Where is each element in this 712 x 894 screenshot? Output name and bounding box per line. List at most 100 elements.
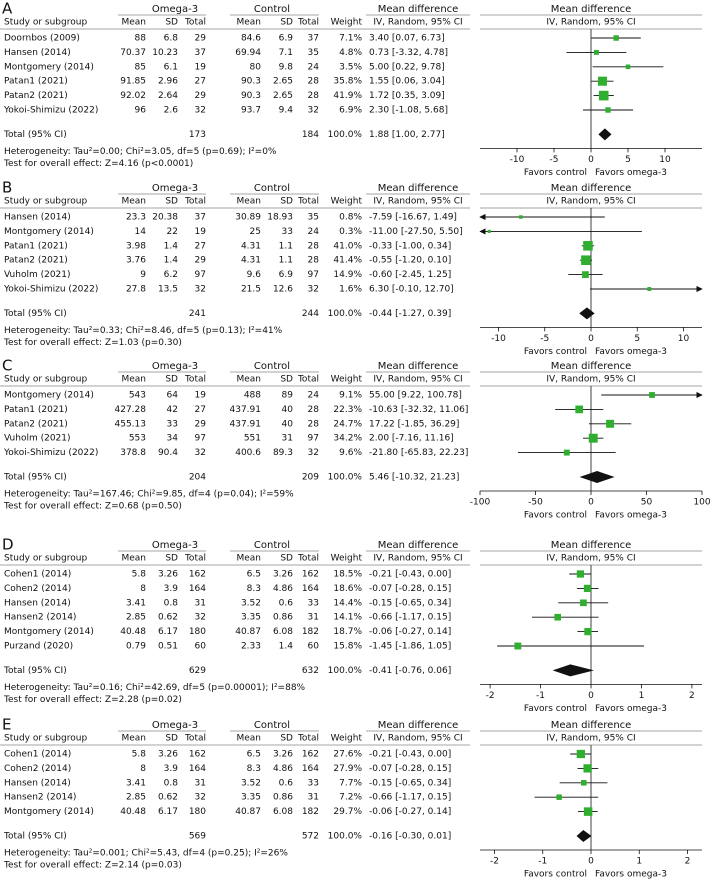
control-cell: 31 bbox=[308, 793, 319, 803]
control-cell: 35 bbox=[308, 48, 319, 58]
column-header: Total bbox=[297, 375, 319, 385]
effect-square bbox=[598, 90, 609, 101]
weight-cell: 7.1% bbox=[339, 34, 362, 44]
md-cell: 2.30 [-1.08, 5.68] bbox=[369, 106, 448, 116]
control-cell: 162 bbox=[302, 570, 319, 580]
omega3-cell: 2.85 bbox=[126, 613, 146, 623]
omega3-cell: 29 bbox=[195, 256, 207, 266]
column-header: SD bbox=[280, 554, 293, 564]
md-cell: -0.06 [-0.27, 0.14] bbox=[369, 627, 451, 637]
column-header: Mean bbox=[121, 734, 146, 744]
omega3-cell: 33 bbox=[167, 419, 178, 429]
md-cell: -0.33 [-1.00, 0.34] bbox=[369, 241, 451, 251]
control-cell: 437.91 bbox=[230, 419, 262, 429]
md-cell: -0.66 [-1.17, 0.15] bbox=[369, 793, 451, 803]
md-cell: 5.00 [0.22, 9.78] bbox=[369, 62, 445, 72]
x-tick-label: 5 bbox=[634, 334, 640, 344]
control-cell: 35 bbox=[308, 213, 319, 223]
study-name: Vuholm (2021) bbox=[4, 434, 71, 444]
control-cell: 6.9 bbox=[279, 34, 294, 44]
column-header: IV, Random, 95% CI bbox=[546, 18, 635, 28]
group-header: Control bbox=[254, 361, 290, 372]
md-cell: -0.55 [-1.20, 0.10] bbox=[369, 256, 451, 266]
control-cell: 6.9 bbox=[279, 270, 294, 280]
weight-cell: 14.9% bbox=[333, 270, 362, 280]
group-header: Omega-3 bbox=[152, 4, 198, 15]
total-cell: 209 bbox=[302, 473, 319, 483]
effect-square bbox=[580, 599, 587, 607]
control-cell: 8.3 bbox=[247, 764, 261, 774]
column-header: IV, Random, 95% CI bbox=[373, 197, 462, 207]
group-header: Mean difference bbox=[551, 540, 632, 551]
effect-square bbox=[593, 49, 599, 55]
control-cell: 25 bbox=[250, 227, 261, 237]
x-tick-label: -5 bbox=[550, 155, 559, 165]
control-cell: 24 bbox=[308, 62, 320, 72]
pooled-diamond bbox=[598, 128, 612, 141]
control-cell: 3.35 bbox=[241, 613, 261, 623]
control-cell: 40.87 bbox=[235, 807, 261, 817]
group-header: Control bbox=[254, 720, 290, 731]
weight-cell: 41.9% bbox=[333, 91, 362, 101]
weight-cell: 27.9% bbox=[333, 764, 362, 774]
x-tick-label: 0 bbox=[588, 691, 594, 701]
column-header: Total bbox=[297, 18, 319, 28]
favors-right: Favors omega-3 bbox=[595, 870, 667, 880]
panel-letter: C bbox=[2, 357, 12, 375]
study-name: Hansen (2014) bbox=[4, 48, 71, 58]
weight-cell: 27.6% bbox=[333, 750, 362, 760]
x-tick-label: 1 bbox=[636, 857, 642, 867]
column-header: Mean bbox=[121, 375, 146, 385]
group-header: Mean difference bbox=[551, 720, 632, 731]
control-cell: 1.1 bbox=[279, 241, 293, 251]
effect-square bbox=[583, 241, 593, 251]
total-cell: 100.0% bbox=[328, 130, 363, 140]
column-header: IV, Random, 95% CI bbox=[546, 375, 635, 385]
control-cell: 28 bbox=[308, 419, 320, 429]
total-cell: -0.16 [-0.30, 0.01] bbox=[369, 832, 451, 842]
x-tick-label: -100 bbox=[470, 498, 491, 508]
control-cell: 488 bbox=[244, 391, 261, 401]
column-header: Total bbox=[184, 375, 206, 385]
omega3-cell: 6.17 bbox=[158, 807, 178, 817]
total-cell: 204 bbox=[189, 473, 206, 483]
control-cell: 28 bbox=[308, 256, 320, 266]
effect-square bbox=[584, 627, 592, 636]
weight-cell: 14.1% bbox=[333, 613, 362, 623]
group-header: Mean difference bbox=[551, 361, 632, 372]
favors-left: Favors control bbox=[524, 704, 587, 714]
favors-left: Favors control bbox=[524, 870, 587, 880]
effect-square bbox=[575, 405, 584, 414]
control-cell: 80 bbox=[250, 62, 262, 72]
x-tick-label: -2 bbox=[486, 691, 495, 701]
group-header: Omega-3 bbox=[152, 720, 198, 731]
control-cell: 164 bbox=[302, 584, 319, 594]
omega3-cell: 13.5 bbox=[158, 285, 178, 295]
study-name: Patan2 (2021) bbox=[4, 419, 68, 429]
effect-square bbox=[583, 807, 593, 816]
column-header: Study or subgroup bbox=[4, 734, 87, 744]
group-header: Mean difference bbox=[378, 361, 459, 372]
control-cell: 6.08 bbox=[273, 627, 293, 637]
omega3-cell: 32 bbox=[195, 285, 206, 295]
x-tick-label: -50 bbox=[528, 498, 543, 508]
total-cell: 632 bbox=[302, 666, 319, 676]
omega3-cell: 2.6 bbox=[164, 106, 179, 116]
control-cell: 32 bbox=[308, 448, 319, 458]
heterogeneity: Heterogeneity: Tau²=0.33; Chi²=8.46, df=… bbox=[4, 326, 283, 336]
study-name: Cohen2 (2014) bbox=[4, 764, 71, 774]
omega3-cell: 0.79 bbox=[126, 642, 146, 652]
effect-square bbox=[581, 255, 591, 265]
x-tick-label: -10 bbox=[491, 334, 506, 344]
x-tick-label: 0 bbox=[588, 334, 594, 344]
md-cell: -0.07 [-0.28, 0.15] bbox=[369, 584, 451, 594]
omega3-cell: 32 bbox=[195, 448, 206, 458]
x-tick-label: 0 bbox=[588, 498, 594, 508]
control-cell: 3.52 bbox=[241, 778, 261, 788]
group-header: Mean difference bbox=[378, 4, 459, 15]
omega3-cell: 3.9 bbox=[164, 764, 179, 774]
group-header: Control bbox=[254, 183, 290, 194]
md-cell: -0.60 [-2.45, 1.25] bbox=[369, 270, 451, 280]
overall-test: Test for overall effect: Z=2.14 (p=0.03) bbox=[3, 861, 182, 871]
omega3-cell: 553 bbox=[129, 434, 146, 444]
